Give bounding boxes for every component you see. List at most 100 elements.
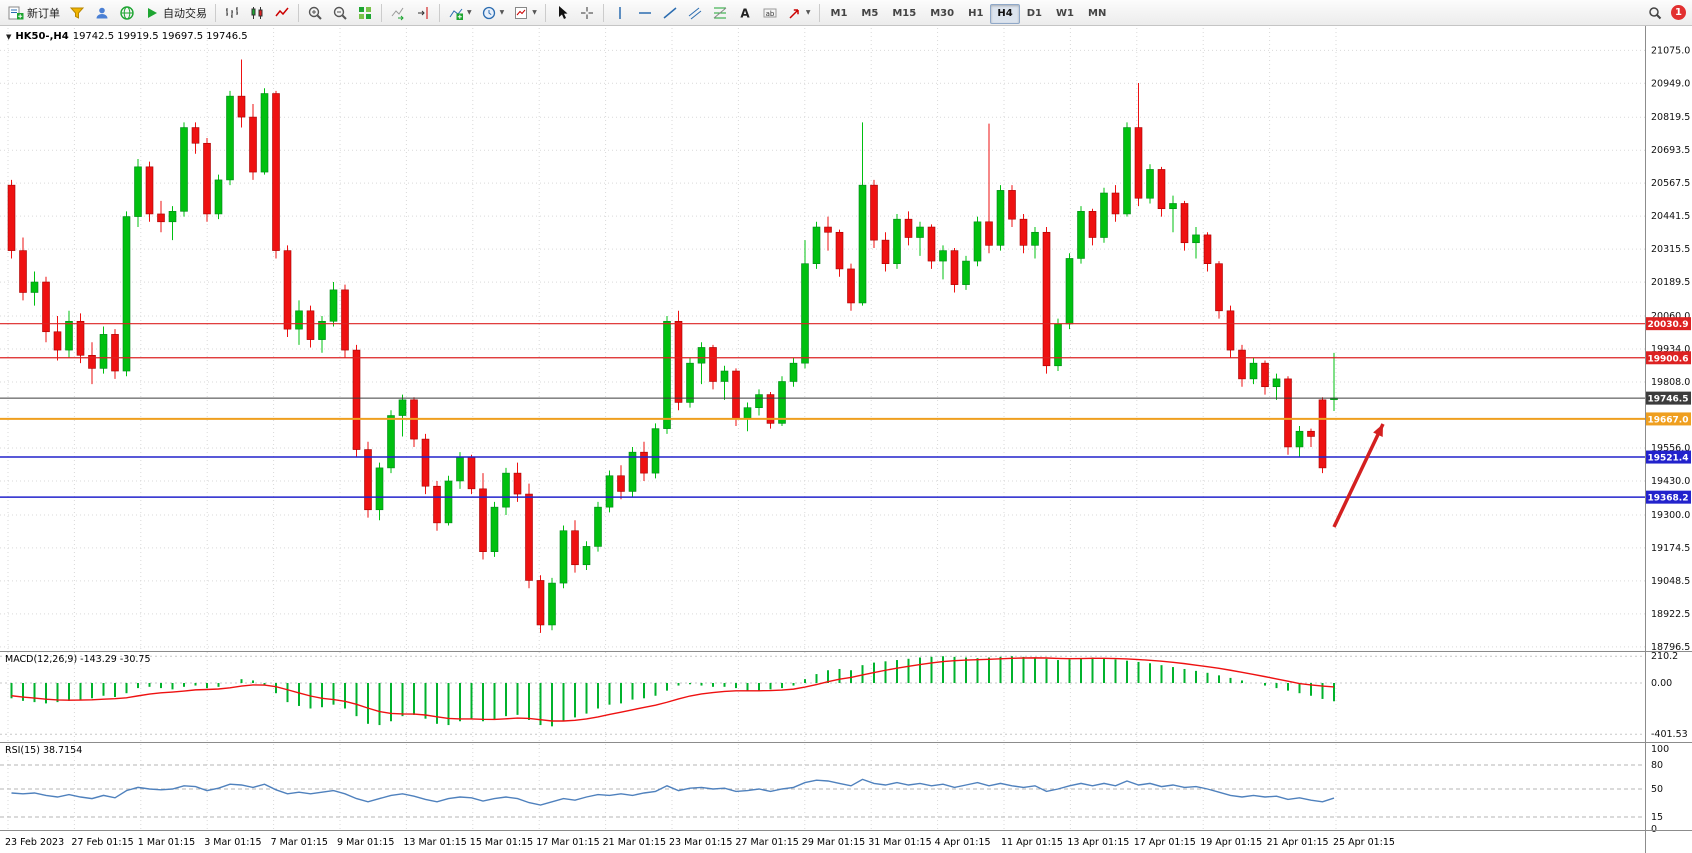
trendline-tool-button[interactable]	[658, 2, 682, 24]
svg-text:31 Mar 01:15: 31 Mar 01:15	[868, 837, 931, 848]
line-chart-mode-button[interactable]	[270, 2, 294, 24]
svg-text:23 Mar 01:15: 23 Mar 01:15	[669, 837, 732, 848]
templates-button[interactable]: ▼	[509, 2, 541, 24]
svg-text:25 Apr 01:15: 25 Apr 01:15	[1333, 837, 1395, 848]
svg-text:20315.5: 20315.5	[1651, 244, 1690, 255]
chart-shift-button[interactable]	[411, 2, 435, 24]
toolbar: 新订单 自动交易 ▼ ▼ ▼ A ab ▼ M1 M5 M15 M30 H1 H4 D1 W1…	[0, 0, 1692, 26]
text-label-tool-button[interactable]: ab	[758, 2, 782, 24]
svg-text:ab: ab	[766, 9, 775, 17]
cursor-tool-button[interactable]	[550, 2, 574, 24]
svg-text:-401.53: -401.53	[1651, 729, 1688, 740]
text-tool-button[interactable]: A	[733, 2, 757, 24]
svg-text:19430.0: 19430.0	[1651, 476, 1690, 487]
svg-text:3 Mar 01:15: 3 Mar 01:15	[204, 837, 261, 848]
arrows-tool-button[interactable]: ▼	[783, 2, 815, 24]
timeframe-h1-button[interactable]: H1	[961, 4, 990, 24]
chevron-down-icon: ▼	[805, 8, 811, 16]
zoom-out-button[interactable]	[328, 2, 352, 24]
svg-text:19368.2: 19368.2	[1648, 494, 1689, 504]
template-icon	[515, 6, 528, 19]
auto-trading-button[interactable]: 自动交易	[140, 2, 211, 24]
svg-text:17 Mar 01:15: 17 Mar 01:15	[536, 837, 599, 848]
svg-text:20949.0: 20949.0	[1651, 78, 1690, 89]
indicators-button[interactable]: ▼	[444, 2, 476, 24]
search-button[interactable]	[1643, 2, 1667, 24]
timeframe-m1-button[interactable]: M1	[824, 4, 855, 24]
periods-button[interactable]: ▼	[477, 2, 509, 24]
svg-text:0.00: 0.00	[1651, 678, 1672, 689]
auto-trading-label: 自动交易	[163, 6, 207, 20]
svg-text:19556.0: 19556.0	[1651, 443, 1690, 454]
timeframe-d1-button[interactable]: D1	[1020, 4, 1049, 24]
timeframe-h4-button[interactable]: H4	[990, 3, 1020, 24]
auto-trading-icon	[148, 7, 157, 18]
svg-text:17 Apr 01:15: 17 Apr 01:15	[1134, 837, 1196, 848]
fibonacci-icon	[713, 7, 727, 18]
svg-text:19 Apr 01:15: 19 Apr 01:15	[1200, 837, 1262, 848]
chart-ohlc-values: 19742.5 19919.5 19697.5 19746.5	[72, 31, 248, 42]
chart-symbol-period: HK50-,H4	[15, 31, 69, 42]
toolbar-separator	[602, 3, 604, 22]
timeframe-w1-button[interactable]: W1	[1049, 4, 1081, 24]
timeframe-mn-button[interactable]: MN	[1081, 4, 1113, 24]
svg-text:23 Feb 2023: 23 Feb 2023	[5, 837, 64, 848]
svg-text:18922.5: 18922.5	[1651, 609, 1690, 620]
svg-text:20567.5: 20567.5	[1651, 178, 1690, 189]
svg-text:100: 100	[1651, 744, 1669, 755]
svg-text:19300.0: 19300.0	[1651, 510, 1690, 521]
timeframe-m30-button[interactable]: M30	[923, 4, 961, 24]
svg-text:18796.5: 18796.5	[1651, 642, 1690, 653]
candle-chart-mode-button[interactable]	[245, 2, 269, 24]
bar-chart-mode-button[interactable]	[220, 2, 244, 24]
toolbar-separator	[439, 3, 440, 22]
timeframe-group: M1 M5 M15 M30 H1 H4 D1 W1 MN	[824, 1, 1114, 24]
toolbar-separator	[381, 3, 382, 22]
svg-text:1 Mar 01:15: 1 Mar 01:15	[138, 837, 195, 848]
svg-text:11 Apr 01:15: 11 Apr 01:15	[1001, 837, 1063, 848]
new-order-icon	[8, 6, 24, 19]
tile-windows-icon	[359, 6, 371, 19]
svg-text:13 Mar 01:15: 13 Mar 01:15	[403, 837, 466, 848]
svg-text:15 Mar 01:15: 15 Mar 01:15	[470, 837, 533, 848]
toolbar-right: 1	[1643, 2, 1688, 24]
svg-text:19667.0: 19667.0	[1648, 415, 1689, 425]
auto-scroll-button[interactable]	[386, 2, 410, 24]
horizontal-line-tool-button[interactable]	[633, 2, 657, 24]
new-order-button[interactable]: 新订单	[4, 2, 64, 24]
zoom-out-icon	[333, 6, 347, 20]
funnel-icon	[69, 7, 85, 19]
timeframe-m5-button[interactable]: M5	[854, 4, 885, 24]
candlestick-chart-icon	[251, 6, 263, 19]
svg-text:15: 15	[1651, 812, 1663, 823]
svg-text:20441.5: 20441.5	[1651, 211, 1690, 222]
timeframe-m15-button[interactable]: M15	[885, 4, 923, 24]
line-chart-icon	[275, 7, 289, 16]
svg-text:19934.0: 19934.0	[1651, 344, 1690, 355]
fibonacci-tool-button[interactable]	[708, 2, 732, 24]
text-icon: A	[740, 6, 750, 20]
chart-menu-icon[interactable]: ▼	[6, 32, 12, 41]
svg-text:21075.0: 21075.0	[1651, 45, 1690, 56]
vertical-line-tool-button[interactable]	[608, 2, 632, 24]
indicators-icon	[449, 8, 463, 20]
crosshair-tool-button[interactable]	[575, 2, 599, 24]
notification-badge[interactable]: 1	[1671, 5, 1686, 20]
zoom-in-icon	[308, 6, 322, 20]
svg-text:4 Apr 01:15: 4 Apr 01:15	[935, 837, 991, 848]
globe-icon	[120, 5, 134, 20]
accounts-button[interactable]	[90, 2, 114, 24]
filter-button[interactable]	[65, 2, 89, 24]
accounts-icon	[96, 7, 108, 18]
svg-text:27 Feb 01:15: 27 Feb 01:15	[71, 837, 133, 848]
tile-windows-button[interactable]	[353, 2, 377, 24]
market-button[interactable]	[115, 2, 139, 24]
svg-text:7 Mar 01:15: 7 Mar 01:15	[271, 837, 328, 848]
svg-text:210.2: 210.2	[1651, 651, 1678, 662]
svg-text:A: A	[740, 6, 750, 20]
zoom-in-button[interactable]	[303, 2, 327, 24]
new-order-label: 新订单	[27, 6, 60, 20]
channel-tool-button[interactable]	[683, 2, 707, 24]
